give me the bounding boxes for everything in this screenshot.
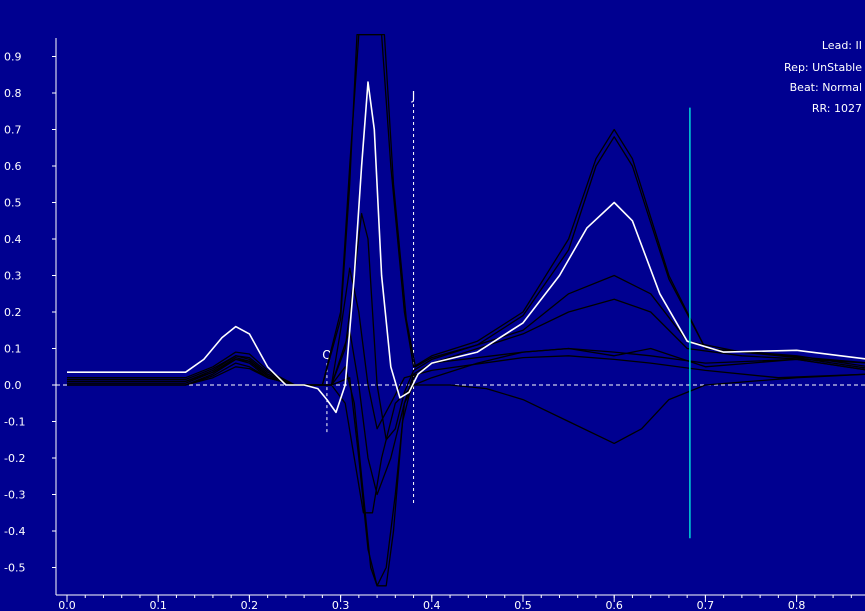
x-tick-label: 0.0	[58, 599, 76, 611]
series-line-1	[67, 81, 865, 414]
x-tick-label: 0.4	[423, 599, 441, 611]
y-tick-label: 0.6	[4, 160, 22, 173]
beat-info: Lead: II Rep: UnStable Beat: Normal RR: …	[784, 39, 862, 115]
lead-label: Lead: II	[822, 39, 862, 52]
x-tick-label: 0.7	[697, 599, 715, 611]
y-tick-label: -0.5	[4, 562, 25, 575]
y-tick-label: -0.1	[4, 416, 25, 429]
y-tick-label: 0.1	[4, 343, 22, 356]
series-line-3	[67, 33, 865, 386]
series-line-2	[67, 33, 865, 386]
beat-label: Beat: Normal	[790, 81, 862, 94]
y-tick-label: 0.2	[4, 306, 22, 319]
series-line-4	[67, 212, 865, 441]
y-tick-label: 0.7	[4, 124, 22, 137]
series-line-7	[67, 347, 865, 587]
y-tick-label: 0.5	[4, 197, 22, 210]
rep-label: Rep: UnStable	[784, 61, 862, 74]
x-tick-label: 0.1	[149, 599, 167, 611]
x-tick-label: 0.5	[514, 599, 532, 611]
series-line-5	[67, 298, 865, 496]
marker-label-j: J	[411, 89, 416, 103]
y-tick-label: 0.8	[4, 87, 22, 100]
y-tick-label: 0.3	[4, 270, 22, 283]
x-tick-label: 0.6	[605, 599, 623, 611]
series-line-8	[67, 362, 865, 514]
x-tick-label: 0.8	[788, 599, 806, 611]
x-tick-label: 0.2	[241, 599, 259, 611]
marker-label-q: Q	[322, 348, 331, 362]
y-tick-label: 0.0	[4, 379, 22, 392]
y-tick-label: -0.3	[4, 489, 25, 502]
x-tick-label: 0.3	[332, 599, 350, 611]
series-group	[67, 33, 865, 587]
axes: 0.9 0.8 0.7 0.6 0.5 0.4 0.3 0.2 0.1 0.0 -0.1 -0.2 -0…	[4, 38, 865, 611]
rr-label: RR: 1027	[812, 102, 862, 115]
markers: QJ	[322, 89, 415, 506]
y-tick-label: -0.2	[4, 452, 25, 465]
y-tick-label: 0.9	[4, 51, 22, 64]
y-tick-label: 0.4	[4, 233, 22, 246]
series-line-9	[67, 267, 865, 430]
y-tick-label: -0.4	[4, 525, 25, 538]
